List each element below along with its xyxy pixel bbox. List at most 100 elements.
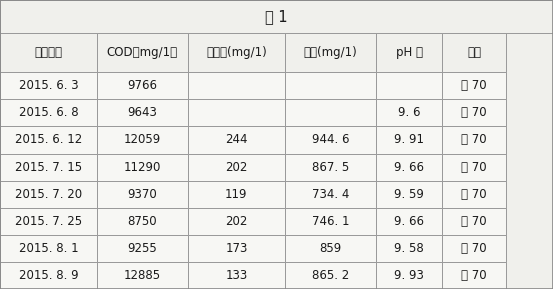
Bar [376,153,442,181]
Text: 2015. 6. 8: 2015. 6. 8 [19,106,78,119]
Text: 865. 2: 865. 2 [312,269,349,282]
Bar [0,235,97,262]
Bar [97,235,188,262]
Bar [97,153,188,181]
Text: 氨氮(mg/1): 氨氮(mg/1) [304,46,357,59]
Bar [0,72,97,99]
Text: 2015. 7. 20: 2015. 7. 20 [15,188,82,201]
Bar [376,127,442,153]
Text: 11290: 11290 [124,161,161,174]
Bar [376,72,442,99]
Bar [188,153,285,181]
Text: 244: 244 [225,134,248,147]
Bar [0,99,97,127]
Bar [188,181,285,208]
Text: 2015. 6. 3: 2015. 6. 3 [19,79,78,92]
Bar [188,33,285,72]
Bar [97,262,188,289]
Bar [442,99,506,127]
Text: 色度: 色度 [467,46,481,59]
Bar [442,72,506,99]
Bar [188,99,285,127]
Text: 硝基苯(mg/1): 硝基苯(mg/1) [206,46,267,59]
Text: 9. 91: 9. 91 [394,134,424,147]
Bar [0,33,97,72]
Bar [376,235,442,262]
Bar [0,127,97,153]
Text: 9643: 9643 [127,106,158,119]
Text: 9255: 9255 [128,242,157,255]
Text: 2015. 6. 12: 2015. 6. 12 [15,134,82,147]
Text: 》 70: 》 70 [461,161,487,174]
Text: 173: 173 [225,242,248,255]
Bar [97,33,188,72]
Text: 2015. 7. 15: 2015. 7. 15 [15,161,82,174]
Bar [376,208,442,235]
Bar [376,33,442,72]
Bar [285,127,376,153]
Text: 》 70: 》 70 [461,106,487,119]
Bar [376,262,442,289]
Bar [442,181,506,208]
Bar [442,262,506,289]
Bar [97,208,188,235]
Text: 202: 202 [225,215,248,228]
Text: 9766: 9766 [127,79,158,92]
Text: 》 70: 》 70 [461,134,487,147]
Bar [285,33,376,72]
Text: 2015. 8. 1: 2015. 8. 1 [19,242,78,255]
Bar [188,208,285,235]
Bar [442,153,506,181]
Text: 》 70: 》 70 [461,79,487,92]
Bar [0,153,97,181]
Text: 表 1: 表 1 [265,9,288,24]
Bar [188,235,285,262]
Bar [285,235,376,262]
Text: 867. 5: 867. 5 [312,161,349,174]
Bar [0,208,97,235]
Text: 》 70: 》 70 [461,242,487,255]
Text: 12885: 12885 [124,269,161,282]
Text: 9. 59: 9. 59 [394,188,424,201]
Bar [442,235,506,262]
Bar [285,153,376,181]
Text: 944. 6: 944. 6 [312,134,349,147]
Text: 9. 93: 9. 93 [394,269,424,282]
Bar [285,181,376,208]
Bar [188,72,285,99]
Text: 9. 66: 9. 66 [394,161,424,174]
Text: 202: 202 [225,161,248,174]
Bar [188,127,285,153]
Bar [285,262,376,289]
Bar [97,181,188,208]
Bar [376,99,442,127]
Bar [285,99,376,127]
Text: 》 70: 》 70 [461,188,487,201]
Text: 746. 1: 746. 1 [312,215,349,228]
Bar [442,33,506,72]
Bar [0,262,97,289]
Text: 119: 119 [225,188,248,201]
Text: 》 70: 》 70 [461,215,487,228]
Bar [442,208,506,235]
Bar [0,181,97,208]
Bar [376,181,442,208]
Text: 9. 66: 9. 66 [394,215,424,228]
Text: 734. 4: 734. 4 [312,188,349,201]
Bar [285,208,376,235]
Bar [442,127,506,153]
Bar [0,0,553,33]
Bar [97,99,188,127]
Text: 9. 6: 9. 6 [398,106,420,119]
Bar [97,127,188,153]
Text: COD（mg/1）: COD（mg/1） [107,46,178,59]
Bar [188,262,285,289]
Text: 2015. 7. 25: 2015. 7. 25 [15,215,82,228]
Bar [97,72,188,99]
Text: 2015. 8. 9: 2015. 8. 9 [19,269,78,282]
Text: 8750: 8750 [128,215,157,228]
Text: 9. 58: 9. 58 [394,242,424,255]
Text: 859: 859 [319,242,342,255]
Text: 采样日期: 采样日期 [34,46,62,59]
Text: 12059: 12059 [124,134,161,147]
